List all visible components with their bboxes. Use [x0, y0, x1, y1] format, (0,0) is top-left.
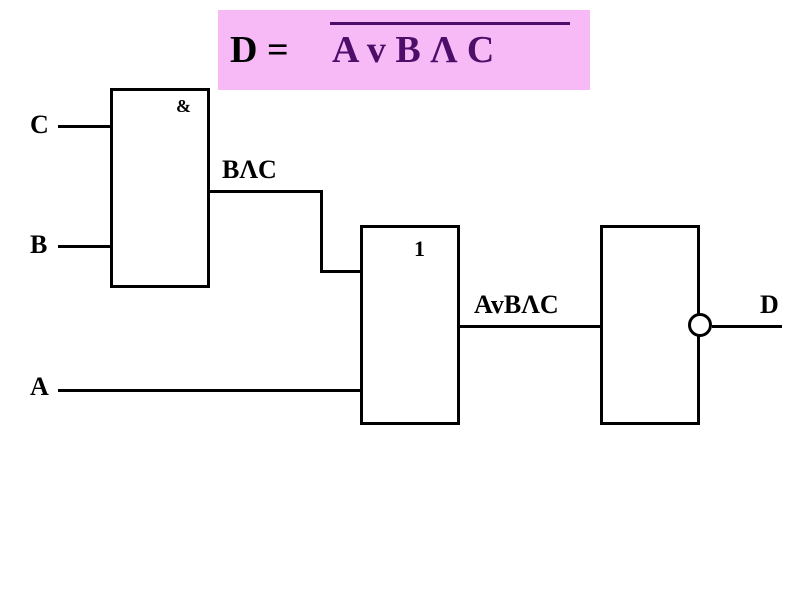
signal-label-b-and-c: BΛC — [222, 155, 277, 185]
wire-a-to-or — [58, 389, 360, 392]
input-label-a: A — [30, 372, 49, 402]
not-gate — [600, 225, 700, 425]
logic-diagram: D = A v B Λ C C B A & BΛC 1 AvBΛC D — [0, 0, 800, 600]
wire-and-to-or — [320, 270, 360, 273]
input-label-b: B — [30, 230, 47, 260]
input-label-c: C — [30, 110, 49, 140]
wire-output-d — [712, 325, 782, 328]
and-gate — [110, 88, 210, 288]
wire-or-to-not — [460, 325, 600, 328]
output-label-d: D — [760, 290, 779, 320]
wire-and-out-v — [320, 190, 323, 270]
signal-label-a-or-bc: AvBΛC — [474, 290, 559, 320]
formula-rhs: A v B Λ C — [332, 28, 494, 72]
and-gate-symbol: & — [176, 96, 191, 117]
formula-overline — [330, 22, 570, 25]
wire-and-out-h — [210, 190, 320, 193]
not-bubble-icon — [688, 313, 712, 337]
wire-c-to-and — [58, 125, 110, 128]
or-gate — [360, 225, 460, 425]
wire-b-to-and — [58, 245, 110, 248]
formula-lhs: D = — [230, 28, 289, 72]
or-gate-symbol: 1 — [414, 236, 425, 262]
